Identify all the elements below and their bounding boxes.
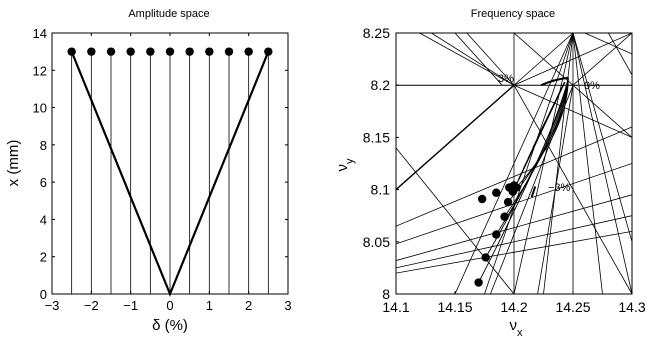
frequency-point-6	[492, 188, 501, 197]
frequency-x-axis-label-nu: ν	[510, 317, 518, 334]
resonance-line-23	[396, 163, 632, 245]
amp-x-tick-label-5: 2	[245, 298, 252, 313]
resonance-line-20	[490, 85, 574, 294]
footprint-minus3pct-branch	[530, 186, 537, 198]
resonance-line-15	[513, 84, 632, 138]
amp-y-tick-label-2: 4	[40, 212, 47, 227]
annotation-plus-3-percent: 3%	[498, 73, 514, 85]
frequency-x-axis-label-sub: x	[517, 327, 523, 339]
resonance-line-17	[513, 33, 574, 86]
footprint-curve-1	[485, 77, 569, 258]
amp-y-tick-label-3: 6	[40, 175, 47, 190]
footprint-curve-5	[516, 77, 569, 188]
amp-y-tick-label-4: 8	[40, 138, 47, 153]
annotation-0-percent: 0%	[584, 80, 600, 92]
amplitude-chart-title: Amplitude space	[128, 8, 209, 20]
resonance-line-31	[419, 33, 515, 86]
resonance-line-6	[572, 33, 603, 294]
frequency-y-axis-label-nu: ν	[334, 164, 351, 172]
freq-y-tick-label-3: 8.15	[363, 129, 390, 145]
resonance-line-28	[454, 33, 503, 86]
frequency-point-10	[508, 187, 518, 196]
amplitude-point-6	[185, 47, 194, 56]
amp-y-tick-label-0: 0	[40, 287, 47, 302]
amp-y-tick-label-7: 14	[33, 26, 47, 41]
freq-y-tick-label-1: 8.05	[363, 234, 390, 250]
annotation-minus-3-percent: −3%	[548, 182, 571, 194]
frequency-point-0	[474, 278, 483, 287]
amp-x-tick-label-4: 1	[206, 298, 213, 313]
amp-x-tick-label-1: −2	[84, 298, 99, 313]
frequency-point-1	[481, 253, 490, 262]
amp-y-tick-label-1: 2	[40, 250, 47, 265]
resonance-line-13	[466, 33, 515, 86]
frequency-y-axis-label-sub: y	[344, 158, 356, 164]
freq-x-tick-label-4: 14.3	[618, 299, 645, 315]
amplitude-point-0	[67, 47, 76, 56]
frequency-point-4	[503, 197, 513, 207]
resonance-line-29	[584, 33, 632, 55]
amplitude-point-2	[106, 47, 116, 56]
resonance-line-25	[396, 215, 632, 269]
resonance-line-3	[484, 33, 574, 294]
resonance-line-30	[608, 33, 632, 75]
frequency-chart-title: Frequency space	[471, 8, 555, 20]
footprint-curve-2	[495, 77, 569, 235]
amplitude-point-9	[244, 47, 253, 56]
freq-x-tick-label-3: 14.25	[555, 299, 590, 315]
amplitude-point-10	[264, 47, 273, 56]
resonance-line-27	[396, 230, 632, 274]
amp-x-tick-label-6: 3	[284, 298, 291, 313]
resonance-line-11	[396, 84, 515, 191]
freq-y-tick-label-2: 8.1	[371, 182, 391, 198]
resonance-line-7	[572, 33, 632, 242]
freq-y-tick-label-0: 8	[382, 286, 390, 302]
footprint-bundle-5	[537, 81, 566, 138]
freq-x-tick-label-0: 14.1	[382, 299, 409, 315]
amp-y-tick-label-6: 12	[33, 63, 47, 78]
amp-x-tick-label-0: −3	[45, 298, 60, 313]
amplitude-point-1	[87, 47, 96, 56]
amp-x-tick-label-3: 0	[166, 298, 173, 313]
amplitude-y-axis-label: x (mm)	[5, 140, 22, 187]
frequency-y-axis-label: νy	[334, 158, 356, 172]
freq-y-tick-label-5: 8.25	[363, 25, 390, 41]
frequency-point-3	[500, 212, 509, 221]
frequency-point-2	[492, 230, 501, 239]
resonance-line-10	[572, 33, 632, 294]
resonance-line-16	[513, 85, 632, 294]
freq-x-tick-label-2: 14.2	[500, 299, 527, 315]
amp-x-tick-label-2: −1	[123, 298, 138, 313]
resonance-line-19	[572, 84, 632, 138]
resonance-line-26	[396, 147, 515, 294]
amplitude-point-5	[165, 47, 175, 56]
frequency-space-panel: Frequency space 14.1 14.15 14.2 14.25 14.3 8 8…	[334, 8, 646, 339]
amp-y-tick-label-5: 10	[33, 101, 47, 116]
resonance-line-18	[572, 33, 632, 86]
amplitude-point-8	[224, 47, 234, 56]
resonance-line-12	[431, 33, 515, 86]
resonance-line-22	[396, 126, 632, 227]
frequency-x-axis-label: νx	[510, 317, 524, 339]
amplitude-point-4	[146, 47, 155, 56]
freq-y-tick-label-4: 8.2	[371, 77, 391, 93]
resonance-line-14	[513, 33, 632, 86]
amplitude-point-3	[126, 47, 135, 56]
freq-x-tick-label-1: 14.15	[437, 299, 472, 315]
frequency-point-5	[477, 194, 487, 204]
amplitude-point-7	[205, 47, 214, 56]
amplitude-x-axis-label: δ (%)	[152, 317, 188, 334]
footprint-3pct-branch	[540, 76, 569, 87]
resonance-line-24	[396, 194, 632, 261]
